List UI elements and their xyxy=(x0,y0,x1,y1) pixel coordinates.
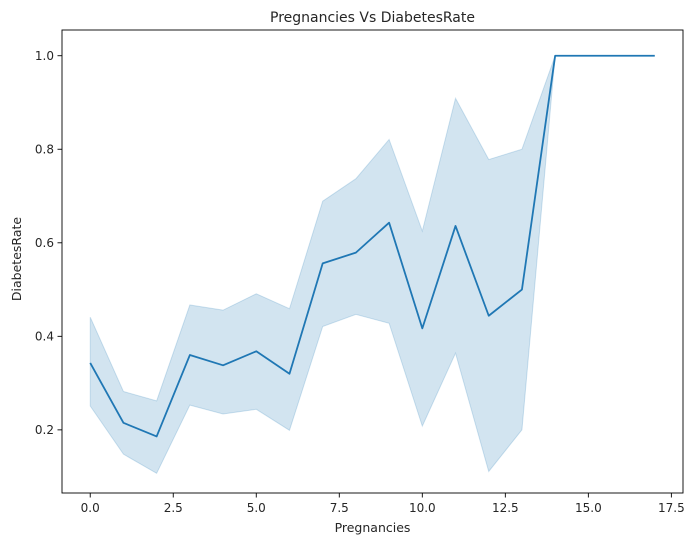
data-point xyxy=(653,54,657,58)
y-tick-label: 0.4 xyxy=(35,330,54,344)
x-tick-label: 0.0 xyxy=(81,501,100,515)
x-tick-label: 12.5 xyxy=(492,501,519,515)
x-tick-label: 15.0 xyxy=(575,501,602,515)
data-point xyxy=(221,363,225,367)
data-point xyxy=(254,349,258,353)
data-point xyxy=(454,224,458,228)
y-tick-label: 0.2 xyxy=(35,423,54,437)
x-tick-label: 7.5 xyxy=(330,501,349,515)
x-tick-label: 5.0 xyxy=(247,501,266,515)
data-point xyxy=(354,251,358,255)
axes-frame xyxy=(61,29,684,494)
y-tick-label: 0.6 xyxy=(35,236,54,250)
y-tick-label: 1.0 xyxy=(35,49,54,63)
data-point xyxy=(553,54,557,58)
data-point xyxy=(586,54,590,58)
x-tick-label: 2.5 xyxy=(164,501,183,515)
x-tick-label: 17.5 xyxy=(658,501,685,515)
chart-title: Pregnancies Vs DiabetesRate xyxy=(270,10,475,26)
data-point xyxy=(188,353,192,357)
x-tick-label: 10.0 xyxy=(409,501,436,515)
plot-area xyxy=(88,54,657,475)
y-axis-label: DiabetesRate xyxy=(9,217,24,301)
data-point xyxy=(155,434,159,438)
data-point xyxy=(88,361,92,365)
data-point xyxy=(121,421,125,425)
axes: 0.0 2.5 5.0 7.5 10.0 12.5 15.0 17.5 0.2 0.4 0.6 0.8… xyxy=(35,29,685,515)
series-line xyxy=(89,54,655,438)
y-tick-label: 0.8 xyxy=(35,143,54,157)
confidence-band xyxy=(89,55,655,475)
data-point xyxy=(487,314,491,318)
data-point xyxy=(620,54,624,58)
data-point xyxy=(287,372,291,376)
data-point xyxy=(387,221,391,225)
data-point xyxy=(520,288,524,292)
x-axis-label: Pregnancies xyxy=(335,520,411,535)
data-point xyxy=(420,326,424,330)
data-point xyxy=(321,261,325,265)
